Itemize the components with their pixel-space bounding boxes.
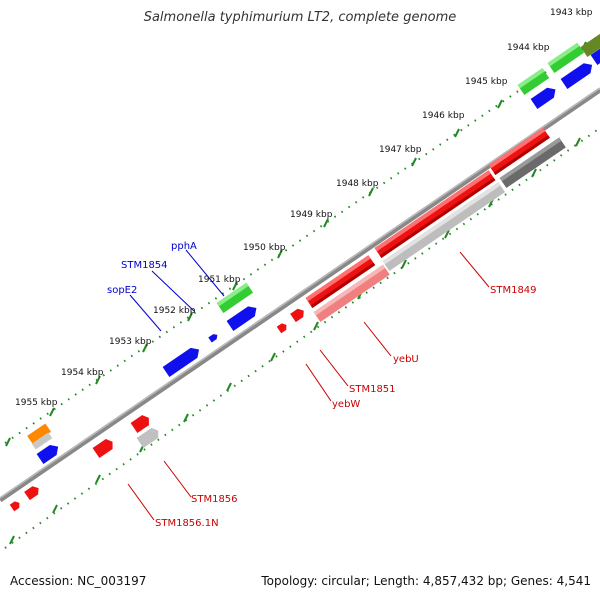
gene-features <box>9 30 600 512</box>
gene-feature-pink[interactable] <box>313 264 390 322</box>
gene-label-yebW[interactable]: yebW <box>332 399 360 410</box>
scale-label: 1950 kbp <box>243 243 286 253</box>
gene-label-pphA[interactable]: pphA <box>171 241 197 252</box>
gene-label-STM1856[interactable]: STM1856 <box>191 494 238 505</box>
scale-tick <box>183 413 189 423</box>
scale-tick <box>497 99 503 109</box>
scale-label: 1952 kbp <box>153 306 196 316</box>
gene-feature-red[interactable] <box>24 484 41 501</box>
scale-tick <box>5 437 11 447</box>
leader-STM1854 <box>151 270 195 312</box>
scale-tick <box>368 187 374 197</box>
gene-feature-blue[interactable] <box>530 84 559 109</box>
gene-feature-green[interactable] <box>547 42 585 73</box>
gene-leader-lines <box>127 249 490 521</box>
leader-STM1856 <box>163 460 192 498</box>
gene-feature-gray[interactable] <box>382 182 506 271</box>
gene-feature-green[interactable] <box>216 282 254 313</box>
scale-tick <box>531 168 537 178</box>
scale-tick <box>95 375 101 385</box>
scale-tick <box>401 259 407 269</box>
scale-tick <box>411 157 417 167</box>
gene-feature-red[interactable] <box>130 413 153 433</box>
scale-tick <box>142 343 148 353</box>
leader-yebU <box>363 321 392 357</box>
leader-STM1856-1N <box>127 483 155 521</box>
gene-feature-olive[interactable] <box>580 30 600 57</box>
scale-tick <box>270 352 276 362</box>
scale-tick <box>575 137 581 147</box>
leader-sopE2 <box>129 294 162 332</box>
gene-feature-green[interactable] <box>517 68 550 95</box>
scale-tick <box>49 407 55 417</box>
gene-feature-gray[interactable] <box>136 426 162 448</box>
genome-title: Salmonella typhimurium LT2, complete gen… <box>143 10 457 25</box>
scale-label: 1949 kbp <box>290 210 333 220</box>
scale-tick <box>444 229 450 239</box>
scale-label: 1944 kbp <box>507 43 550 53</box>
gene-feature-red[interactable] <box>92 437 116 458</box>
gene-feature-blue[interactable] <box>36 442 62 464</box>
scale-label: 1951 kbp <box>198 275 241 285</box>
gene-feature-blue[interactable] <box>590 46 600 65</box>
genome-backbone-highlight <box>0 87 600 499</box>
gene-label-STM1849[interactable]: STM1849 <box>490 285 537 296</box>
leader-pphA <box>185 249 225 297</box>
gene-feature-red-small[interactable] <box>276 322 289 334</box>
leader-yebW <box>305 363 332 402</box>
gene-label-STM1851[interactable]: STM1851 <box>349 384 396 395</box>
scale-tick <box>52 504 58 514</box>
gene-feature-red[interactable] <box>374 170 496 258</box>
scale-tick <box>454 128 460 138</box>
scale-track-upper <box>4 34 600 444</box>
scale-tick <box>277 249 283 259</box>
scale-label: 1954 kbp <box>61 368 104 378</box>
gene-label-sopE2[interactable]: sopE2 <box>107 285 137 296</box>
scale-label: 1943 kbp <box>550 8 593 18</box>
scale-label: 1953 kbp <box>109 337 152 347</box>
gene-feature-blue[interactable] <box>162 345 203 377</box>
gene-feature-gray[interactable] <box>31 432 53 450</box>
scale-tick <box>323 218 329 228</box>
gene-feature-darkgray[interactable] <box>499 137 566 188</box>
gene-feature-red[interactable] <box>488 127 550 175</box>
gene-feature-orange[interactable] <box>27 423 51 445</box>
leader-STM1851 <box>319 349 349 387</box>
gene-feature-blue-small[interactable] <box>208 332 219 343</box>
scale-label: 1948 kbp <box>336 179 379 189</box>
gene-label-yebU[interactable]: yebU <box>393 354 419 365</box>
scale-tick <box>9 535 15 545</box>
scale-tick <box>95 474 101 484</box>
gene-label-STM1854[interactable]: STM1854 <box>121 260 168 271</box>
scale-label: 1946 kbp <box>422 111 465 121</box>
scale-tick <box>232 281 238 291</box>
scale-tick <box>187 312 193 322</box>
gene-feature-red-small[interactable] <box>290 307 306 323</box>
gene-feature-red[interactable] <box>305 255 376 308</box>
leader-STM1849 <box>459 251 490 288</box>
scale-tick <box>226 382 232 392</box>
scale-track-lower <box>4 127 600 549</box>
scale-label: 1947 kbp <box>379 145 422 155</box>
accession-text: Accession: NC_003197 <box>10 574 147 588</box>
scale-labels: 1943 kbp 1944 kbp 1945 kbp 1946 kbp 1947 kbp… <box>15 8 593 408</box>
gene-feature-blue[interactable] <box>560 60 596 89</box>
scale-label: 1955 kbp <box>15 398 58 408</box>
topology-text: Topology: circular; Length: 4,857,432 bp… <box>261 574 591 588</box>
gene-feature-blue[interactable] <box>226 303 260 331</box>
gene-feature-red-small[interactable] <box>9 500 22 512</box>
scale-tick <box>313 321 319 331</box>
gene-label-STM1856-1N[interactable]: STM1856.1N <box>155 518 219 529</box>
scale-label: 1945 kbp <box>465 77 508 87</box>
